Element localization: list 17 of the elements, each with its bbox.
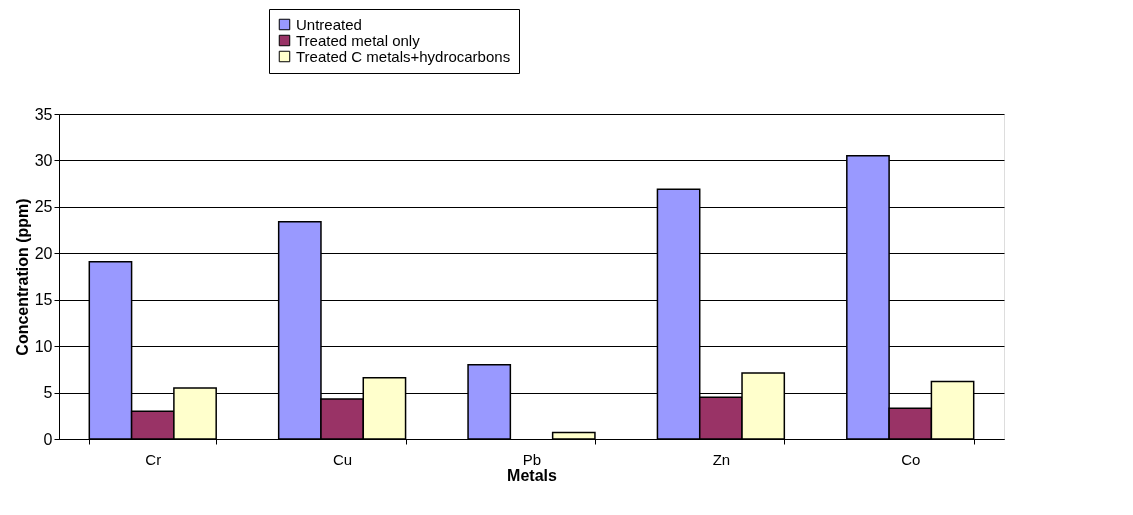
x-axis-title: Metals — [507, 466, 557, 484]
x-tick-label: Co — [901, 450, 921, 468]
y-tick-label: 25 — [34, 198, 53, 216]
x-tick-label: Cr — [145, 450, 162, 468]
y-tick-label: 20 — [34, 244, 53, 262]
x-tick-label: Cu — [333, 450, 353, 468]
legend-label: Untreated — [296, 15, 362, 33]
y-axis-title: Concentration (ppm) — [13, 198, 31, 356]
y-tick-label: 0 — [43, 430, 53, 448]
y-tick-label: 30 — [34, 151, 53, 169]
x-tick-label: Pb — [522, 450, 542, 468]
y-tick-label: 15 — [34, 291, 53, 309]
y-tick-label: 5 — [43, 384, 53, 402]
y-tick-label: 35 — [34, 105, 53, 123]
legend-label: Treated metal only — [296, 31, 421, 49]
y-tick-label: 10 — [34, 337, 53, 355]
x-tick-label: Zn — [712, 450, 731, 468]
